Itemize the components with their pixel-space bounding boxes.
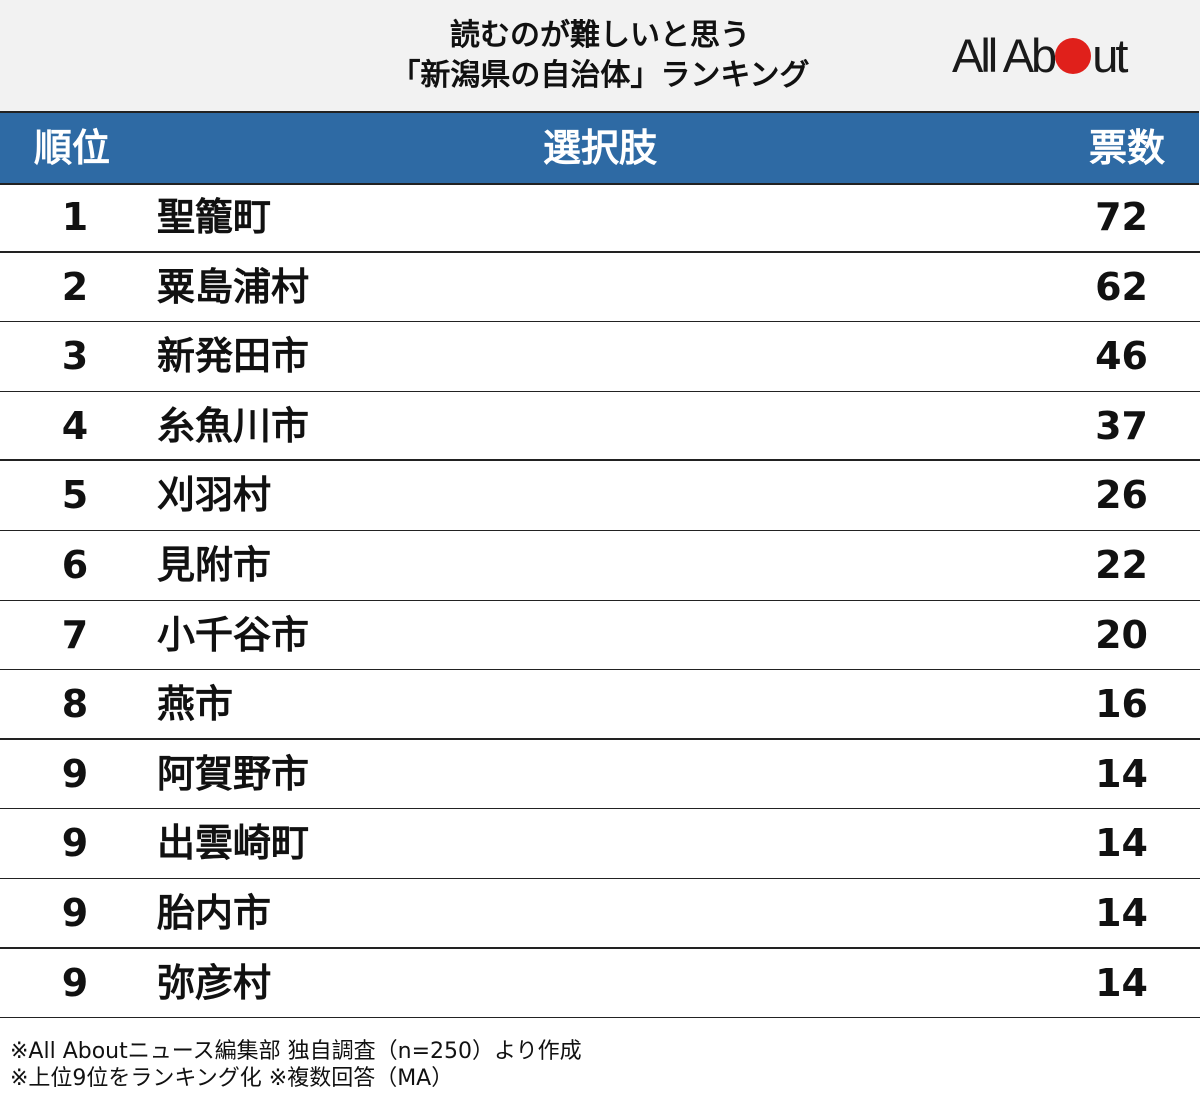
- logo-text-start: All Ab: [952, 29, 1057, 82]
- logo-text-end: ut: [1092, 29, 1128, 82]
- name-cell: 胎内市: [157, 890, 272, 935]
- column-header-rank: 順位: [34, 126, 111, 170]
- rank-cell: 4: [61, 403, 89, 448]
- votes-cell: 14: [1095, 751, 1148, 796]
- votes-cell: 14: [1095, 960, 1148, 1005]
- name-cell: 新発田市: [157, 334, 310, 379]
- rank-cell: 6: [61, 542, 89, 587]
- title-line-1: 読むのが難しいと思う: [450, 18, 750, 53]
- rank-cell: 8: [61, 682, 89, 727]
- votes-cell: 14: [1095, 890, 1148, 935]
- table-row: 9 弥彦村 14: [0, 949, 1200, 1019]
- table-row: 9 出雲崎町 14: [0, 809, 1200, 879]
- name-cell: 糸魚川市: [157, 403, 310, 448]
- footnote-source: ※All Aboutニュース編集部 独自調査（n=250）より作成: [10, 1039, 582, 1064]
- votes-cell: 62: [1095, 264, 1148, 309]
- votes-cell: 22: [1095, 542, 1148, 587]
- rank-cell: 7: [61, 612, 89, 657]
- table-row: 3 新発田市 46: [0, 322, 1200, 392]
- name-cell: 粟島浦村: [157, 264, 310, 309]
- votes-cell: 20: [1095, 612, 1148, 657]
- rank-cell: 2: [61, 264, 89, 309]
- column-header-name: 選択肢: [542, 126, 657, 170]
- title-line-2: 「新潟県の自治体」ランキング: [390, 58, 810, 93]
- name-cell: 小千谷市: [157, 612, 310, 657]
- footnote-method: ※上位9位をランキング化 ※複数回答（MA）: [10, 1066, 454, 1091]
- rank-cell: 3: [61, 334, 89, 379]
- name-cell: 聖籠町: [157, 195, 272, 239]
- table-row: 9 胎内市 14: [0, 879, 1200, 949]
- name-cell: 見附市: [157, 542, 272, 587]
- name-cell: 刈羽村: [157, 473, 272, 518]
- allabout-logo: All Ab ut: [952, 28, 1128, 84]
- chart-title: 読むのが難しいと思う 「新潟県の自治体」ランキング: [300, 16, 900, 96]
- rank-cell: 9: [61, 821, 89, 866]
- name-cell: 阿賀野市: [157, 751, 310, 796]
- votes-cell: 14: [1095, 821, 1148, 866]
- table-row: 4 糸魚川市 37: [0, 392, 1200, 462]
- votes-cell: 72: [1095, 195, 1148, 239]
- column-header-votes: 票数: [1088, 126, 1165, 170]
- rank-cell: 9: [61, 960, 89, 1005]
- rank-cell: 9: [61, 751, 89, 796]
- table-row: 7 小千谷市 20: [0, 601, 1200, 671]
- header: 読むのが難しいと思う 「新潟県の自治体」ランキング All Ab ut: [0, 0, 1200, 111]
- votes-cell: 26: [1095, 473, 1148, 518]
- table-row: 5 刈羽村 26: [0, 461, 1200, 531]
- table-row: 1 聖籠町 72: [0, 183, 1200, 253]
- name-cell: 燕市: [157, 682, 234, 727]
- table-row: 6 見附市 22: [0, 531, 1200, 601]
- rank-cell: 9: [61, 890, 89, 935]
- logo-red-dot-icon: [1055, 38, 1092, 74]
- table-row: 2 粟島浦村 62: [0, 253, 1200, 323]
- name-cell: 出雲崎町: [157, 821, 310, 866]
- votes-cell: 16: [1095, 682, 1148, 727]
- votes-cell: 37: [1095, 403, 1148, 448]
- footnotes: ※All Aboutニュース編集部 独自調査（n=250）より作成 ※上位9位を…: [10, 1038, 582, 1092]
- table-body: 1 聖籠町 72 2 粟島浦村 62 3 新発田市 46 4 糸魚川市 37 5 刈羽村 26 6 見…: [0, 183, 1200, 1019]
- table-row: 8 燕市 16: [0, 670, 1200, 740]
- table-row: 9 阿賀野市 14: [0, 740, 1200, 810]
- votes-cell: 46: [1095, 334, 1148, 379]
- rank-cell: 5: [61, 473, 89, 518]
- table-header: 選択肢 順位 票数: [0, 111, 1199, 185]
- rank-cell: 1: [61, 195, 89, 239]
- name-cell: 弥彦村: [157, 960, 272, 1005]
